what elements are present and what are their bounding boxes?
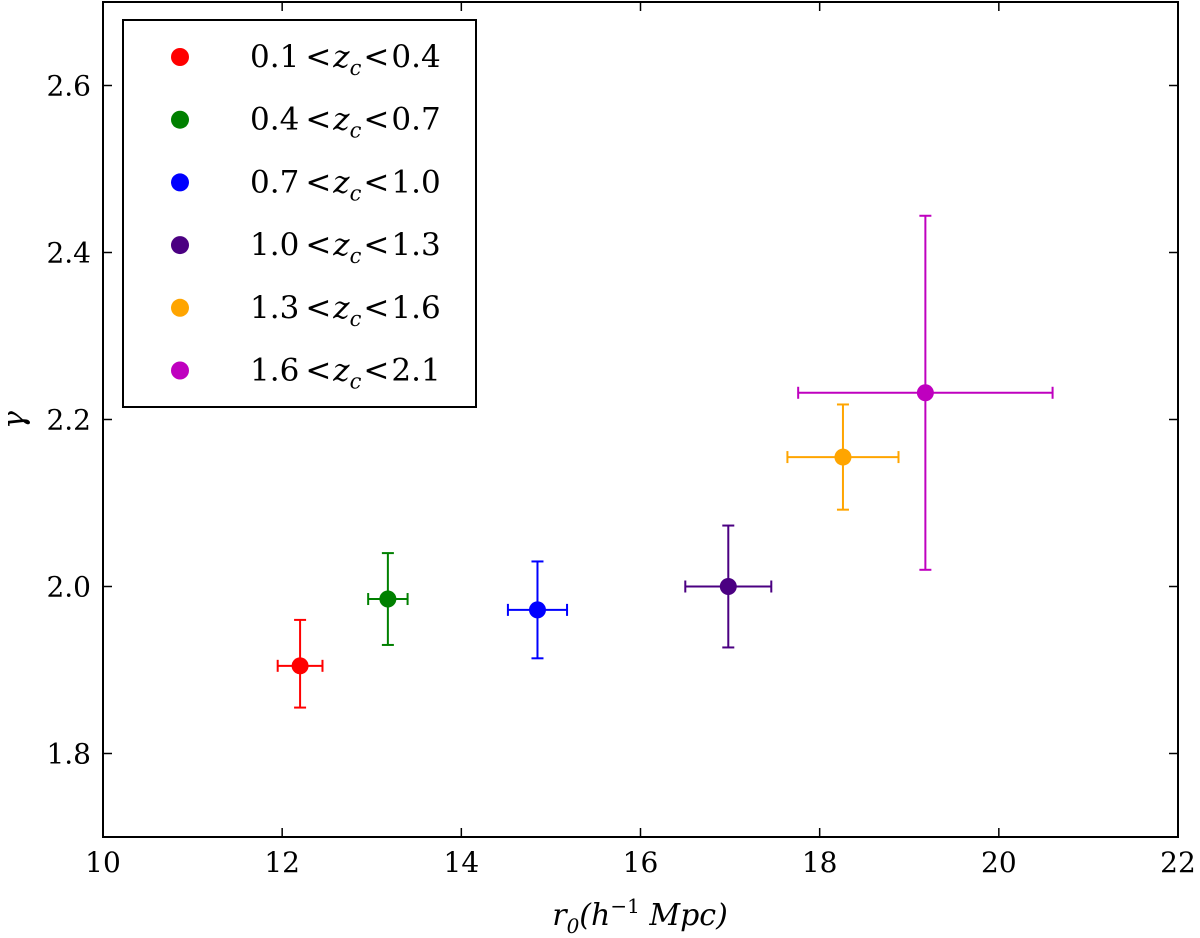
legend-item: 1.3 <zc<1.6 [171, 290, 441, 331]
legend-label: 0.7 <zc<1.0 [250, 164, 441, 205]
legend-label: 1.0 <zc<1.3 [250, 227, 441, 268]
legend-label: 1.3 <zc<1.6 [250, 290, 441, 331]
series-1.3-1.6 [786, 403, 900, 511]
legend-label: 0.1 <zc<0.4 [250, 39, 441, 80]
y-axis: 1.8 2.0 2.2 2.4 2.6 [46, 70, 1178, 771]
legend-marker [171, 48, 189, 66]
legend-item: 1.0 <zc<1.3 [171, 227, 441, 268]
series-1.0-1.3 [684, 524, 773, 649]
data-point [719, 578, 737, 595]
data-point [291, 657, 309, 675]
legend: 0.1 <zc<0.4 0.4 <zc<0.7 0.7 <zc<1.0 1.0 <zc<1.3… [122, 19, 477, 408]
x-tick-label: 22 [1160, 846, 1196, 879]
data-series [276, 214, 1054, 709]
legend-label: 1.6 <zc<2.1 [250, 353, 441, 394]
legend-marker [171, 173, 189, 192]
data-point [834, 448, 852, 466]
legend-marker [171, 298, 189, 317]
x-tick-label: 14 [444, 846, 480, 879]
x-tick-label: 20 [981, 846, 1017, 879]
series-0.1-0.4 [276, 618, 324, 709]
legend-marker [171, 110, 189, 129]
x-tick-label: 18 [802, 846, 838, 879]
legend-item: 0.7 <zc<1.0 [171, 164, 441, 205]
x-tick-label: 16 [623, 846, 659, 879]
y-tick-label: 1.8 [46, 738, 91, 771]
series-1.6-2.1 [797, 214, 1054, 571]
legend-label: 0.4 <zc<0.7 [250, 102, 441, 143]
data-point [528, 601, 546, 619]
data-point [916, 384, 934, 402]
y-tick-label: 2.6 [46, 70, 91, 103]
y-tick-label: 2.2 [46, 404, 91, 437]
legend-marker [171, 236, 189, 255]
x-tick-label: 10 [85, 846, 121, 879]
y-axis-label: γ [0, 411, 32, 429]
x-axis: 10 12 14 16 18 20 22 [85, 2, 1196, 879]
legend-item: 0.1 <zc<0.4 [171, 39, 441, 80]
y-tick-label: 2.4 [46, 237, 91, 270]
legend-item: 0.4 <zc<0.7 [171, 102, 441, 143]
y-tick-label: 2.0 [46, 571, 91, 604]
series-0.7-1.0 [506, 560, 569, 660]
legend-box [122, 19, 477, 408]
series-0.4-0.7 [367, 552, 409, 646]
x-tick-label: 12 [264, 846, 300, 879]
x-axis-label: r0(h−1 Mpc) [552, 894, 728, 938]
data-point [379, 590, 397, 608]
legend-item: 1.6 <zc<2.1 [171, 353, 441, 394]
legend-marker [171, 361, 189, 380]
